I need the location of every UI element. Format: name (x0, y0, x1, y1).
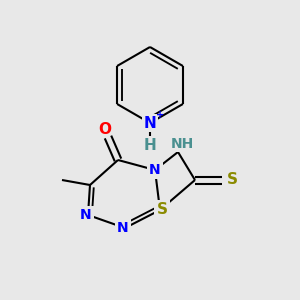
Text: +: + (156, 110, 164, 120)
Text: NH: NH (170, 137, 194, 151)
Text: N: N (80, 208, 92, 222)
Text: N: N (144, 116, 156, 130)
Text: N: N (149, 163, 161, 177)
Text: N: N (117, 221, 129, 235)
Text: S: S (157, 202, 167, 217)
Text: O: O (98, 122, 112, 136)
Text: H: H (144, 137, 156, 152)
Text: S: S (226, 172, 238, 188)
